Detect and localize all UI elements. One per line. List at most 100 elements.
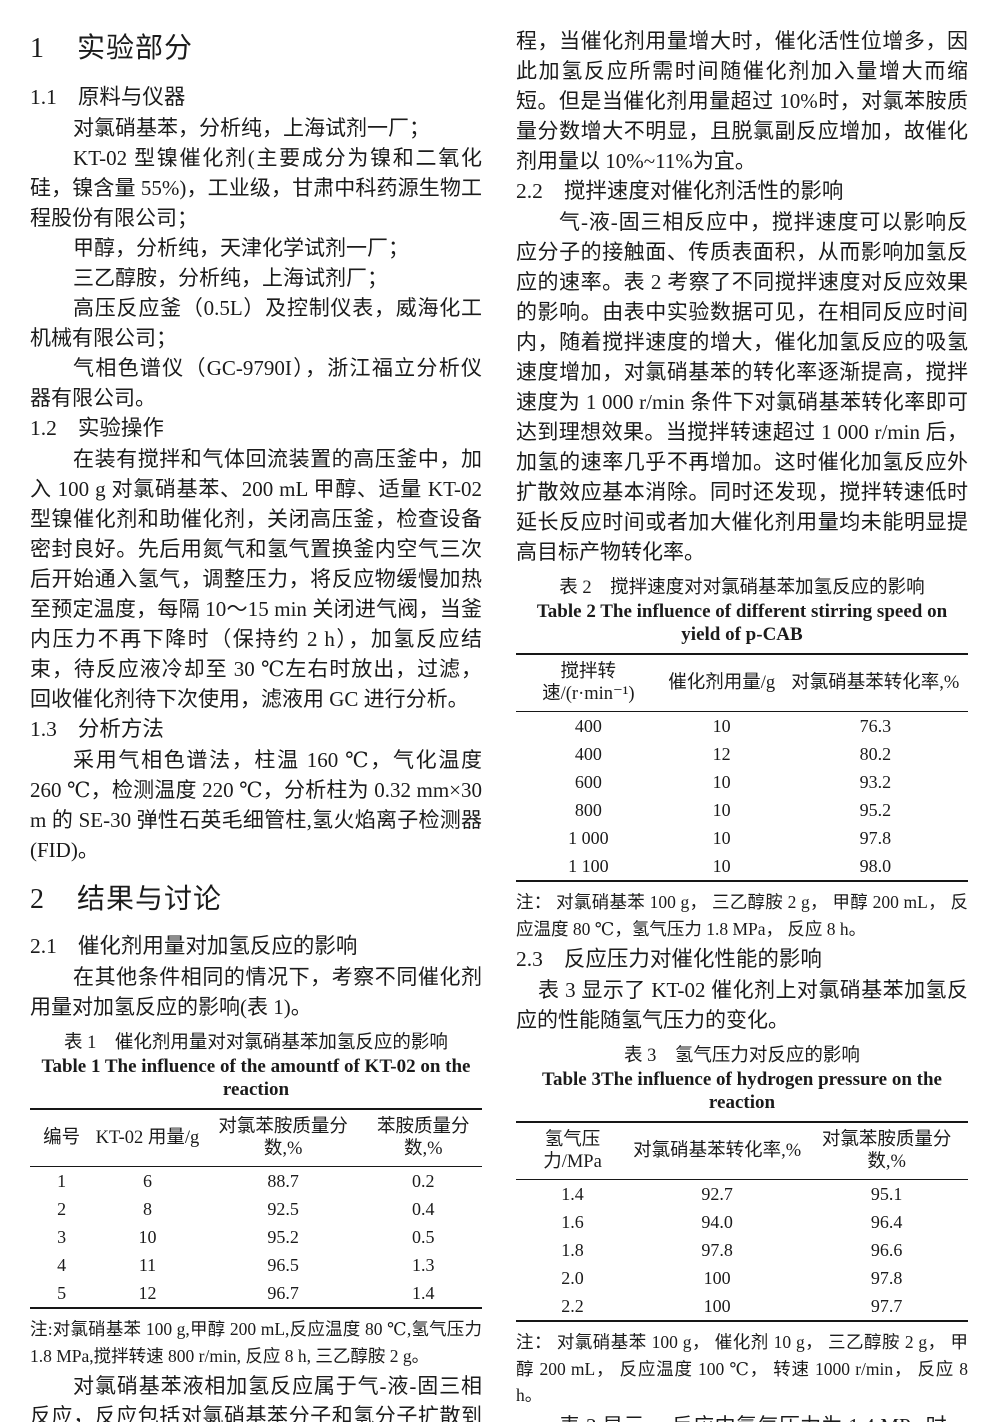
table-cell: 94.0 [701, 1212, 733, 1232]
subsection-number: 1.2 [30, 416, 57, 440]
table-cell: 95.1 [870, 1184, 903, 1204]
table-cell: 2 [57, 1199, 67, 1219]
section-number: 2 [30, 884, 45, 915]
table-cell: 95.2 [859, 800, 892, 820]
table-header-row: 氢气压力/MPa 对氯硝基苯转化率,% 对氯苯胺质量分数,% [516, 1122, 968, 1180]
table-cell: 97.7 [870, 1296, 903, 1316]
section-number: 1 [30, 33, 45, 64]
paragraph-pressure-discussion: 表 3 显示 ，反应中氢气压力为 1.4 MPa 时，体系中原料的转化率与产品质… [516, 1411, 968, 1422]
table-column-header: 对氯苯胺质量分数,% [805, 1122, 968, 1180]
table-cell: 92.7 [701, 1184, 733, 1204]
table-column-header: KT-02 用量/g [93, 1109, 202, 1167]
subsection-number: 2.2 [516, 179, 543, 203]
table-row: 2 8 92.5 0.4 [30, 1195, 482, 1223]
table3-caption-cn: 表 3 氢气压力对反应的影响 [624, 1046, 860, 1066]
table-cell: 4 [57, 1255, 67, 1275]
table-cell: 95.2 [267, 1227, 299, 1247]
paragraph-reagent: KT-02 型镍催化剂(主要成分为镍和二氧化硅，镍含量 55%)，工业级，甘肃中… [30, 146, 482, 230]
table-cell: 3 [57, 1227, 67, 1247]
table-cell: 96.7 [267, 1283, 299, 1303]
table-cell: 1.4 [561, 1184, 584, 1204]
table2-head: 搅拌转速/(r·min⁻¹) 催化剂用量/g 对氯硝基苯转化率,% [516, 654, 968, 712]
subsection-number: 2.1 [30, 934, 57, 958]
table1-caption-cn: 表 1 催化剂用量对对氯硝基苯加氢反应的影响 [64, 1033, 448, 1053]
subsection-number: 1.3 [30, 717, 57, 741]
table-cell: 6 [143, 1171, 152, 1191]
table-row: 1.6 94.0 96.4 [516, 1208, 968, 1236]
table-cell: 10 [138, 1227, 157, 1247]
paragraph-catalyst-amount: 在其他条件相同的情况下，考察不同催化剂用量对加氢反应的影响(表 1)。 [30, 965, 482, 1019]
table-row: 1 000 10 97.8 [516, 824, 968, 852]
table-column-header: 催化剂用量/g [660, 654, 783, 712]
table-cell: 1.6 [561, 1212, 584, 1232]
table-column-header: 对氯硝基苯转化率,% [782, 654, 968, 712]
table-header-row: 编号 KT-02 用量/g 对氯苯胺质量分数,% 苯胺质量分数,% [30, 1109, 482, 1167]
table-cell: 0.2 [411, 1171, 435, 1191]
table-column-header: 对氯硝基苯转化率,% [629, 1122, 806, 1180]
table-column-header: 苯胺质量分数,% [364, 1109, 482, 1167]
paragraph-stirring-speed: 气-液-固三相反应中，搅拌速度可以影响反应分子的接触面、传质表面积，从而影响加氢… [516, 210, 968, 564]
table-cell: 0.5 [411, 1227, 435, 1247]
subsection-analysis-method: 1.3 分析方法 [30, 714, 482, 745]
table-cell: 76.3 [859, 716, 892, 736]
table-cell: 96.4 [870, 1212, 903, 1232]
table3-body: 1.4 92.7 95.1 1.6 94.0 96.4 1.8 97.8 96.6 2.0 100 9… [516, 1180, 968, 1322]
table-row: 2.2 100 97.7 [516, 1292, 968, 1321]
table-cell: 98.0 [859, 856, 892, 876]
paragraph-reagent: 高压反应釜（0.5L）及控制仪表，威海化工机械有限公司； [30, 296, 482, 350]
subsection-title: 反应压力对催化性能的影响 [563, 947, 822, 971]
table-cell: 97.8 [701, 1240, 733, 1260]
table-cell: 1 [57, 1171, 67, 1191]
heading-results-discussion: 2 结果与讨论 [30, 879, 482, 921]
table1-head: 编号 KT-02 用量/g 对氯苯胺质量分数,% 苯胺质量分数,% [30, 1109, 482, 1167]
subsection-title: 分析方法 [77, 717, 164, 741]
table3-block: 表 3 氢气压力对反应的影响 Table 3The influence of h… [516, 1045, 968, 1409]
table2: 搅拌转速/(r·min⁻¹) 催化剂用量/g 对氯硝基苯转化率,% 400 10 76.… [516, 653, 968, 882]
paragraph-procedure: 在装有搅拌和气体回流装置的高压釜中，加入 100 g 对氯硝基苯、200 mL … [30, 447, 482, 711]
table-cell: 97.8 [870, 1268, 903, 1288]
table-cell: 1 000 [568, 828, 609, 848]
table-cell: 2.2 [561, 1296, 584, 1316]
table-row: 2.0 100 97.8 [516, 1264, 968, 1292]
paragraph-reagent: 甲醇，分析纯，天津化学试剂一厂； [73, 236, 410, 260]
table2-block: 表 2 搅拌速度对对氯硝基苯加氢反应的影响 Table 2 The influe… [516, 577, 968, 942]
right-column: 程，当催化剂用量增大时，催化活性位增多，因此加氢反应所需时间随催化剂加入量增大而… [516, 26, 968, 1422]
table-cell: 1.8 [561, 1240, 584, 1260]
subsection-number: 2.3 [516, 947, 543, 971]
subsection-reaction-pressure: 2.3 反应压力对催化性能的影响 [516, 944, 968, 975]
section-title: 实验部分 [77, 33, 194, 64]
table-cell: 96.6 [870, 1240, 903, 1260]
table-cell: 88.7 [267, 1171, 299, 1191]
table-column-header: 编号 [30, 1109, 94, 1167]
subsection-number: 1.1 [30, 85, 57, 109]
table1-body: 1 6 88.7 0.2 2 8 92.5 0.4 3 10 95.2 0.5 4 11 96.5 1.3 5 1… [30, 1167, 482, 1309]
paragraph-continuation: 程，当催化剂用量增大时，催化活性位增多，因此加氢反应所需时间随催化剂加入量增大而… [516, 29, 968, 173]
table-row: 400 12 80.2 [516, 740, 968, 768]
table-row: 800 10 95.2 [516, 796, 968, 824]
table-row: 1.8 97.8 96.6 [516, 1236, 968, 1264]
left-column: 1 实验部分 1.1 原料与仪器 对氯硝基苯，分析纯，上海试剂一厂； KT-02 型… [30, 26, 482, 1422]
table-cell: 11 [138, 1255, 157, 1275]
table3-caption-en: Table 3The influence of hydrogen pressur… [542, 1069, 942, 1113]
table-header-row: 搅拌转速/(r·min⁻¹) 催化剂用量/g 对氯硝基苯转化率,% [516, 654, 968, 712]
table-cell: 12 [712, 744, 731, 764]
paragraph-three-phase: 对氯硝基苯液相加氢反应属于气-液-固三相反应，反应包括对氯硝基苯分子和氢分子扩散… [30, 1374, 482, 1422]
table2-body: 400 10 76.3 400 12 80.2 600 10 93.2 800 10 95.2 1 00… [516, 712, 968, 882]
table-row: 4 11 96.5 1.3 [30, 1251, 482, 1279]
table-cell: 12 [138, 1283, 157, 1303]
table-cell: 1.3 [411, 1255, 435, 1275]
table-row: 1.4 92.7 95.1 [516, 1180, 968, 1209]
table-cell: 800 [574, 800, 602, 820]
table2-note: 注： 对氯硝基苯 100 g， 三乙醇胺 2 g， 甲醇 200 mL， 反应温… [516, 892, 968, 939]
table-column-header: 氢气压力/MPa [516, 1122, 629, 1180]
paragraph-reagent: 三乙醇胺，分析纯，上海试剂厂； [73, 266, 389, 290]
section-title: 结果与讨论 [77, 884, 223, 915]
table3: 氢气压力/MPa 对氯硝基苯转化率,% 对氯苯胺质量分数,% 1.4 92.7 95.1… [516, 1121, 968, 1322]
table1-note: 注:对氯硝基苯 100 g,甲醇 200 mL,反应温度 80 ℃,氢气压力 1… [30, 1319, 482, 1366]
table-row: 1 6 88.7 0.2 [30, 1167, 482, 1196]
subsection-experimental-procedure: 1.2 实验操作 [30, 413, 482, 444]
paragraph-reagent: 气相色谱仪（GC-9790I），浙江福立分析仪器有限公司。 [30, 356, 482, 410]
table-cell: 600 [574, 772, 602, 792]
paragraph-analysis: 采用气相色谱法，柱温 160 ℃，气化温度 260 ℃，检测温度 220 ℃，分… [30, 748, 482, 862]
